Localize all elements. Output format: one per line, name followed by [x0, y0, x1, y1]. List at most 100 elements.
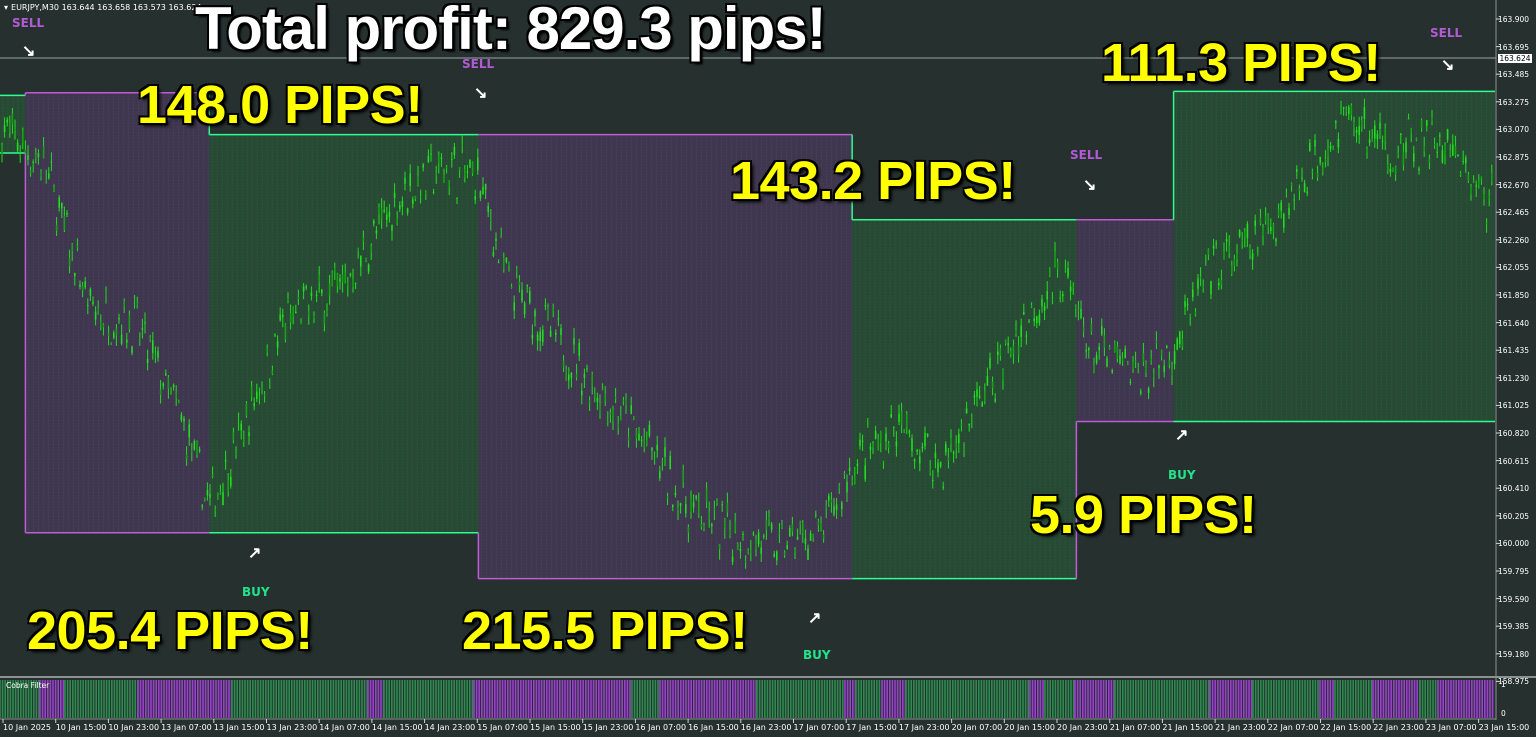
candle-body	[510, 286, 513, 288]
candle-body	[401, 200, 404, 207]
candle-body	[1472, 180, 1475, 182]
candle-body	[544, 305, 547, 307]
candle-body	[1415, 138, 1418, 141]
candle-body	[256, 391, 258, 399]
candle-body	[11, 113, 14, 125]
trade-label: 111.3 PIPS!	[1101, 33, 1381, 93]
candle-body	[1478, 180, 1480, 186]
candle-body	[1210, 281, 1212, 295]
candle-body	[1444, 145, 1446, 156]
candle-body	[887, 443, 890, 448]
candle-body	[456, 197, 458, 199]
candle-body	[1158, 365, 1160, 369]
candle-body	[458, 167, 461, 171]
candle-body	[1389, 168, 1392, 172]
candle-body	[500, 236, 502, 238]
candle-body	[94, 311, 97, 320]
candle-body	[1088, 348, 1090, 351]
time-tick-label: 16 Jan 23:00	[740, 723, 792, 732]
candle-body	[1488, 195, 1490, 199]
time-tick-label: 10 Jan 2025	[3, 723, 51, 732]
candle-body	[1012, 345, 1015, 354]
candle-body	[1129, 381, 1132, 383]
candle-body	[620, 416, 622, 420]
candle-body	[1462, 161, 1464, 163]
candle-body	[1233, 258, 1236, 267]
candle-body	[1215, 243, 1217, 245]
trade-label: 205.4 PIPS!	[27, 601, 313, 661]
candle-body	[50, 161, 53, 163]
candle-body	[1407, 118, 1410, 120]
candle-body	[1218, 282, 1220, 286]
candle-body	[477, 157, 479, 171]
candle-body	[417, 175, 419, 186]
candle-body	[310, 292, 313, 297]
candle-body	[162, 383, 164, 387]
candle-body	[703, 524, 705, 529]
candle-body	[568, 374, 570, 381]
candle-body	[222, 491, 224, 505]
time-tick-label: 22 Jan 07:00	[1267, 723, 1319, 732]
price-tick-label: 159.590	[1498, 594, 1530, 604]
candle-body	[81, 285, 84, 291]
candle-body	[1199, 276, 1202, 279]
candle-body	[105, 293, 107, 295]
candle-body	[726, 502, 729, 513]
sell-signal-label: SELL	[1070, 148, 1103, 162]
band-fill	[209, 134, 479, 533]
buy-signal-label: BUY	[1168, 468, 1196, 482]
candle-body	[427, 155, 430, 162]
buy-signal-label: BUY	[242, 585, 270, 599]
candle-body	[809, 533, 812, 541]
candle-body	[677, 507, 679, 511]
candle-body	[1025, 335, 1028, 337]
candle-body	[1288, 207, 1290, 215]
time-tick-label: 17 Jan 23:00	[898, 723, 950, 732]
candle-body	[422, 164, 424, 168]
candle-body	[536, 334, 539, 341]
candle-body	[170, 393, 172, 395]
candle-body	[107, 333, 110, 336]
candle-body	[191, 450, 193, 452]
candle-body	[1225, 239, 1228, 242]
candle-body	[352, 279, 354, 287]
candle-body	[40, 172, 42, 177]
candle-body	[752, 533, 755, 535]
candle-body	[820, 522, 822, 530]
candle-body	[1337, 138, 1340, 148]
candle-body	[344, 272, 346, 282]
candle-body	[102, 323, 105, 328]
candle-body	[1106, 358, 1108, 367]
candle-body	[276, 341, 279, 348]
candle-body	[1257, 252, 1259, 257]
time-tick-label: 21 Jan 07:00	[1109, 723, 1161, 732]
candle-body	[1394, 165, 1397, 175]
time-tick-label: 13 Jan 23:00	[266, 723, 318, 732]
candle-body	[739, 549, 742, 552]
candle-body	[978, 395, 981, 398]
candle-body	[149, 337, 151, 340]
candle-body	[438, 154, 440, 164]
candle-body	[235, 453, 237, 455]
candle-body	[365, 257, 367, 261]
candle-body	[1114, 342, 1116, 353]
candle-body	[932, 480, 934, 482]
trade-label: 143.2 PIPS!	[730, 151, 1016, 211]
candle-body	[1072, 286, 1074, 288]
candle-body	[864, 465, 866, 480]
dropdown-triangle-icon[interactable]: ▾	[4, 3, 9, 12]
candle-body	[1043, 306, 1046, 311]
candle-body	[1075, 306, 1077, 309]
candle-body	[360, 255, 362, 267]
candle-body	[362, 237, 365, 242]
candle-body	[919, 456, 921, 464]
candle-body	[308, 310, 310, 317]
candle-body	[141, 328, 144, 330]
candle-body	[1340, 110, 1342, 112]
candle-body	[1371, 138, 1373, 141]
candle-body	[750, 549, 752, 554]
candle-body	[950, 438, 952, 445]
candle-body	[144, 322, 146, 324]
